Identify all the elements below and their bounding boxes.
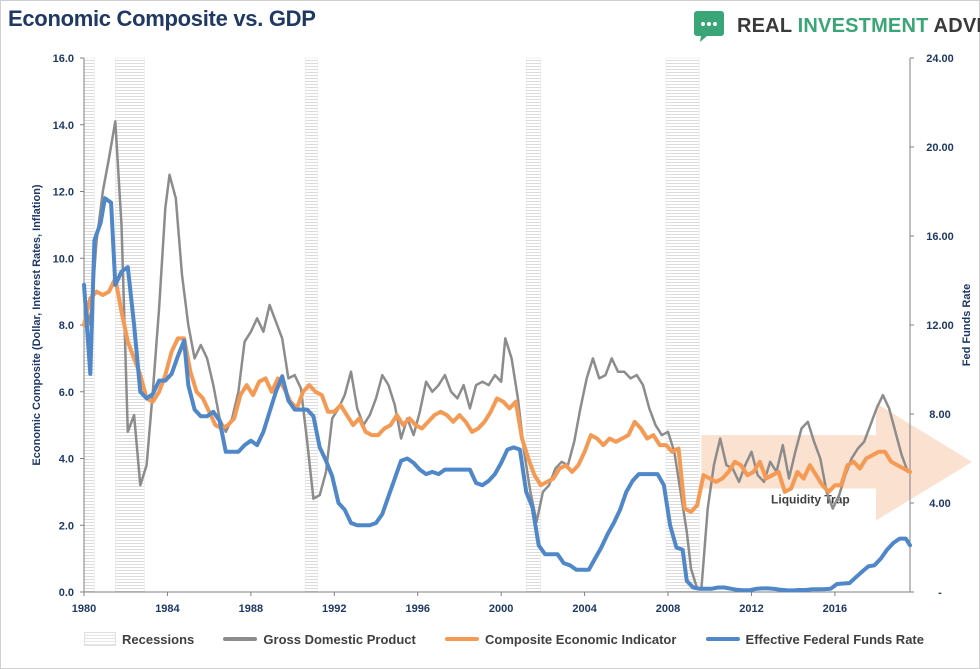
y-left-axis-title: Economic Composite (Dollar, Interest Rat… — [31, 184, 43, 465]
x-tick-label-8: 2012 — [739, 603, 763, 615]
series-line-gdp — [82, 120, 910, 590]
chart-title: Economic Composite vs. GDP — [8, 6, 316, 31]
legend-label-fed-funds: Effective Federal Funds Rate — [745, 631, 924, 647]
x-tick-label-9: 2016 — [823, 603, 847, 615]
legend-label-recessions: Recessions — [122, 631, 195, 647]
legend-label-gdp: Gross Domestic Product — [263, 631, 416, 647]
x-tick-label-5: 2000 — [489, 603, 513, 615]
legend-swatch-recessions — [84, 632, 116, 646]
brand-word-advice: ADVICE — [933, 14, 980, 37]
legend-item-composite: Composite Economic Indicator — [444, 631, 677, 647]
x-tick-label-6: 2004 — [572, 603, 597, 615]
y-left-tick-label-8: 16.0 — [53, 53, 74, 65]
y-right-tick-label-0: - — [938, 587, 942, 599]
y-right-tick-label-1: 4.00 — [929, 498, 950, 510]
y-left-tick-label-2: 4.0 — [59, 454, 74, 466]
y-right-tick-label-3: 12.00 — [926, 320, 954, 332]
y-right-axis-title: Fed Funds Rate — [961, 284, 973, 367]
y-left-tick-label-1: 2.0 — [59, 520, 74, 532]
y-right-tick-label-2: 8.00 — [929, 409, 950, 421]
legend-swatch-gdp — [223, 637, 258, 641]
chart-legend: Recessions Gross Domestic Product Compos… — [84, 628, 924, 650]
y-right-tick-label-5: 20.00 — [926, 142, 954, 154]
brand-logo: REAL INVESTMENT ADVICE — [693, 6, 980, 46]
x-tick-label-3: 1992 — [322, 603, 346, 615]
legend-swatch-fed-funds — [705, 637, 740, 641]
y-left-tick-label-6: 12.0 — [53, 187, 74, 199]
brand-word-investment: INVESTMENT — [797, 14, 929, 37]
x-tick-label-7: 2008 — [656, 603, 680, 615]
brand-word-real: REAL — [737, 14, 798, 37]
brand-name: REAL INVESTMENT ADVICE — [737, 15, 980, 38]
y-left-tick-label-3: 6.0 — [59, 387, 74, 399]
legend-label-composite: Composite Economic Indicator — [484, 631, 677, 647]
recession-band-1 — [115, 57, 145, 593]
x-tick-label-0: 1980 — [72, 603, 96, 615]
recession-band-2 — [304, 57, 318, 593]
x-tick-label-4: 1996 — [405, 603, 429, 615]
legend-swatch-composite — [444, 637, 479, 641]
legend-item-recessions: Recessions — [84, 632, 194, 647]
y-right-tick-label-4: 16.00 — [926, 231, 954, 243]
y-left-tick-label-5: 10.0 — [53, 253, 74, 265]
legend-item-gdp: Gross Domestic Product — [223, 631, 416, 647]
liquidity-trap-arrow — [701, 403, 972, 521]
speech-bubble-icon — [693, 9, 725, 43]
y-left-tick-label-4: 8.0 — [59, 320, 74, 332]
series-line-fed-funds — [82, 196, 912, 593]
y-right-tick-label-6: 24.00 — [926, 53, 954, 65]
x-tick-label-1: 1984 — [155, 603, 180, 615]
legend-item-fed-funds: Effective Federal Funds Rate — [705, 631, 924, 647]
y-left-tick-label-0: 0.0 — [59, 587, 74, 599]
y-left-tick-label-7: 14.0 — [53, 120, 74, 132]
x-tick-label-2: 1988 — [239, 603, 263, 615]
